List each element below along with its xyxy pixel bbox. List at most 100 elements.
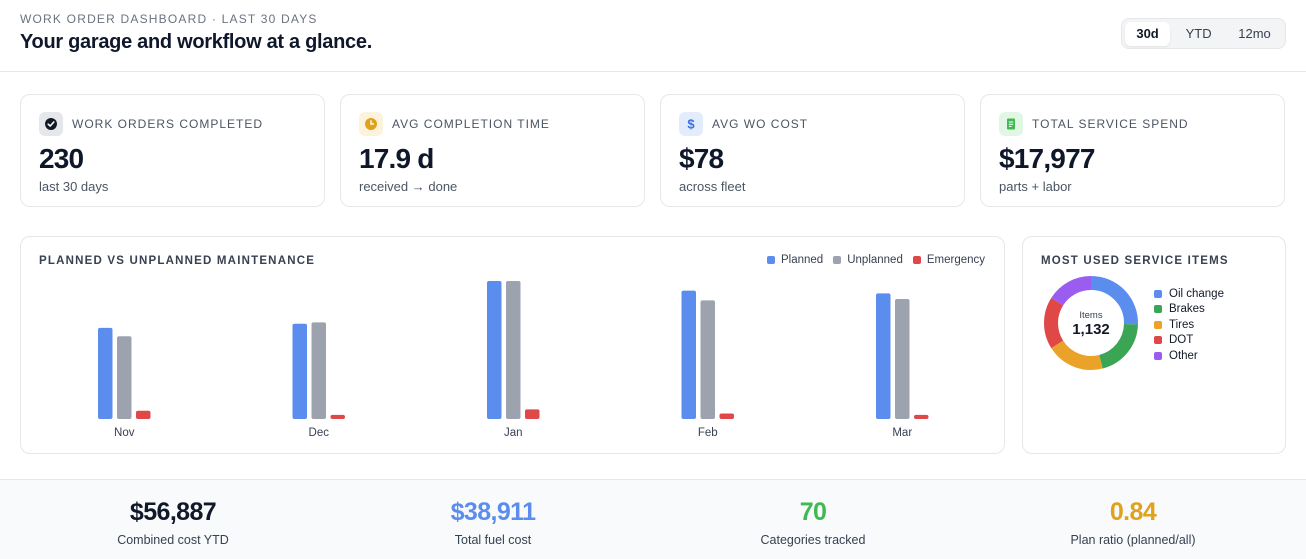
donut-slice-brakes [1098,323,1138,369]
bar-emergency-mar [914,414,929,419]
date-range-toggle: 30d YTD 12mo [1121,18,1286,49]
legend-label: Unplanned [847,254,903,266]
donut-center-value: 1,132 [1072,321,1110,338]
bar-emergency-jan [525,409,540,419]
kpi-value: $78 [679,143,724,174]
kpi-card-completion-time: AVG COMPLETION TIME 17.9 d received → do… [340,94,645,207]
legend-swatch [1154,305,1162,314]
kpi-label: WORK ORDERS COMPLETED [72,117,264,131]
chart-legend: Planned Unplanned Emergency [767,254,985,266]
kpi-card-work-orders: WORK ORDERS COMPLETED 230 last 30 days [20,94,325,207]
bar-emergency-nov [136,410,151,419]
kpi-card-service-spend: TOTAL SERVICE SPEND $17,977 parts + labo… [980,94,1285,207]
stat-value: 0.84 [1109,498,1157,526]
summary-footer: $56,887 Combined cost YTD $38,911 Total … [0,479,1306,559]
stat-label: Plan ratio (planned/all) [1070,533,1196,547]
legend-label: Other [1169,349,1198,362]
page-header: WORK ORDER DASHBOARD · LAST 30 DAYS Your… [0,0,1306,72]
legend-swatch [1154,320,1162,329]
stat-value: 70 [799,498,827,526]
stat-label: Combined cost YTD [117,533,229,547]
svg-text:$: $ [687,117,695,131]
donut-legend-item: Brakes [1154,302,1224,318]
donut-legend-item: Oil change [1154,286,1224,302]
range-ytd-button[interactable]: YTD [1185,26,1212,41]
kpi-card-avg-cost: $ AVG WO COST $78 across fleet [660,94,965,207]
legend-label: Oil change [1169,287,1224,300]
range-30d-button[interactable]: 30d [1125,21,1171,46]
bar-unplanned-feb [700,300,715,419]
x-tick-label: Feb [698,427,718,439]
stat-label: Total fuel cost [454,533,532,547]
kpi-subtext: parts + labor [999,179,1072,194]
legend-label: Emergency [926,254,986,266]
bar-emergency-feb [719,413,734,419]
check-circle-icon [39,112,63,136]
receipt-icon [999,112,1023,136]
donut-slice-other [1051,276,1092,306]
bar-unplanned-dec [311,322,326,419]
donut-slice-tires [1051,340,1103,370]
legend-swatch [1154,289,1162,298]
page-title: Your garage and workflow at a glance. [20,31,372,53]
bar-planned-nov [98,327,113,419]
legend-item-unplanned: Unplanned [833,254,903,266]
stat-categories: 70 Categories tracked [650,480,976,547]
legend-item-emergency: Emergency [912,254,986,266]
kpi-value: 17.9 d [359,143,434,174]
stat-label: Categories tracked [760,533,866,547]
stat-plan-ratio: 0.84 Plan ratio (planned/all) [970,480,1296,547]
legend-swatch [833,256,842,264]
range-12mo-button[interactable]: 12mo [1238,26,1271,41]
kpi-subtext: across fleet [679,179,746,194]
bar-unplanned-jan [506,281,521,419]
donut-slice-dot [1044,297,1064,349]
kpi-value: 230 [39,143,84,174]
bar-unplanned-mar [895,298,910,419]
bar-planned-dec [292,323,307,419]
maintenance-chart-panel: PLANNED VS UNPLANNED MAINTENANCE Planned… [20,236,1005,454]
donut-legend-item: DOT [1154,333,1224,349]
clock-icon [359,112,383,136]
stat-fuel-cost: $38,911 Total fuel cost [330,480,656,547]
x-tick-label: Mar [892,427,912,439]
chart-title: MOST USED SERVICE ITEMS [1041,255,1229,267]
service-items-panel: MOST USED SERVICE ITEMS Items 1,132 Oil c… [1022,236,1286,454]
bar-emergency-dec [330,414,345,419]
x-tick-label: Jan [504,427,523,439]
x-tick-label: Dec [309,427,330,439]
x-tick-label: Nov [114,427,135,439]
legend-swatch [1154,336,1162,345]
kpi-label: AVG COMPLETION TIME [392,117,550,131]
chart-title: PLANNED VS UNPLANNED MAINTENANCE [39,255,316,267]
donut-legend: Oil change Brakes Tires DOT Other [1154,286,1224,364]
stat-value: $56,887 [129,498,217,526]
dollar-icon: $ [679,112,703,136]
kpi-label: AVG WO COST [712,117,809,131]
maintenance-bar-chart: Nov Dec Jan Feb Mar [98,281,929,439]
stat-value: $38,911 [450,498,536,526]
legend-swatch [767,256,775,264]
donut-legend-item: Other [1154,348,1224,364]
kpi-label: TOTAL SERVICE SPEND [1032,117,1189,131]
kpi-subtext: received → done [359,179,458,194]
legend-label: DOT [1169,334,1194,347]
legend-swatch [1154,351,1162,360]
legend-swatch [912,256,921,264]
stat-combined-cost: $56,887 Combined cost YTD [10,480,336,547]
kpi-subtext: last 30 days [39,179,109,194]
donut-center-label: Items [1079,310,1102,321]
dashboard-eyebrow: WORK ORDER DASHBOARD · LAST 30 DAYS [20,12,318,26]
bar-planned-mar [876,293,891,419]
donut-legend-item: Tires [1154,317,1224,333]
donut-slice-oil-change [1090,276,1138,325]
legend-label: Planned [781,254,824,266]
kpi-value: $17,977 [999,143,1095,174]
legend-item-planned: Planned [767,254,823,266]
bar-planned-feb [681,290,696,419]
legend-label: Tires [1169,318,1195,331]
legend-label: Brakes [1169,303,1205,316]
bar-planned-jan [487,281,502,419]
bar-unplanned-nov [117,336,132,419]
